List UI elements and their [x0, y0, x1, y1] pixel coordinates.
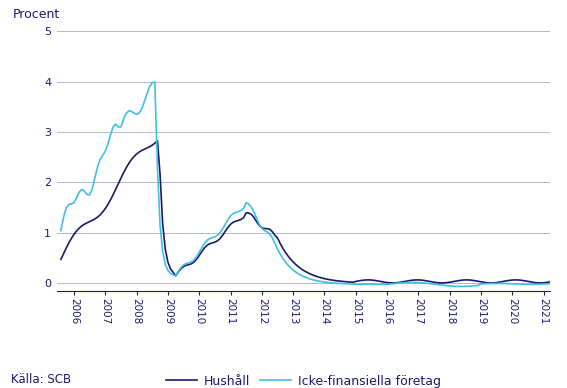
Icke-finansiella företag — [397, 281, 404, 285]
Text: Procent: Procent — [12, 8, 60, 21]
Hushåll — [415, 277, 422, 282]
Icke-finansiella företag — [151, 80, 158, 84]
Icke-finansiella företag — [457, 284, 464, 289]
Hushåll — [431, 280, 438, 284]
Line: Icke-finansiella företag: Icke-finansiella företag — [61, 82, 557, 286]
Hushåll — [154, 139, 161, 143]
Hushåll — [57, 257, 64, 262]
Hushåll — [397, 280, 404, 285]
Hushåll — [405, 279, 412, 283]
Icke-finansiella företag — [405, 280, 412, 285]
Hushåll — [553, 278, 560, 283]
Icke-finansiella företag — [57, 228, 64, 233]
Icke-finansiella företag — [159, 249, 166, 254]
Hushåll — [332, 278, 338, 283]
Line: Hushåll: Hushåll — [61, 141, 557, 283]
Hushåll — [159, 222, 166, 226]
Icke-finansiella företag — [415, 280, 422, 285]
Text: Källa: SCB: Källa: SCB — [11, 373, 71, 386]
Icke-finansiella företag — [332, 281, 338, 286]
Icke-finansiella företag — [553, 281, 560, 286]
Legend: Hushåll, Icke-finansiella företag: Hushåll, Icke-finansiella företag — [161, 370, 446, 388]
Hushåll — [438, 281, 445, 285]
Icke-finansiella företag — [431, 282, 438, 286]
